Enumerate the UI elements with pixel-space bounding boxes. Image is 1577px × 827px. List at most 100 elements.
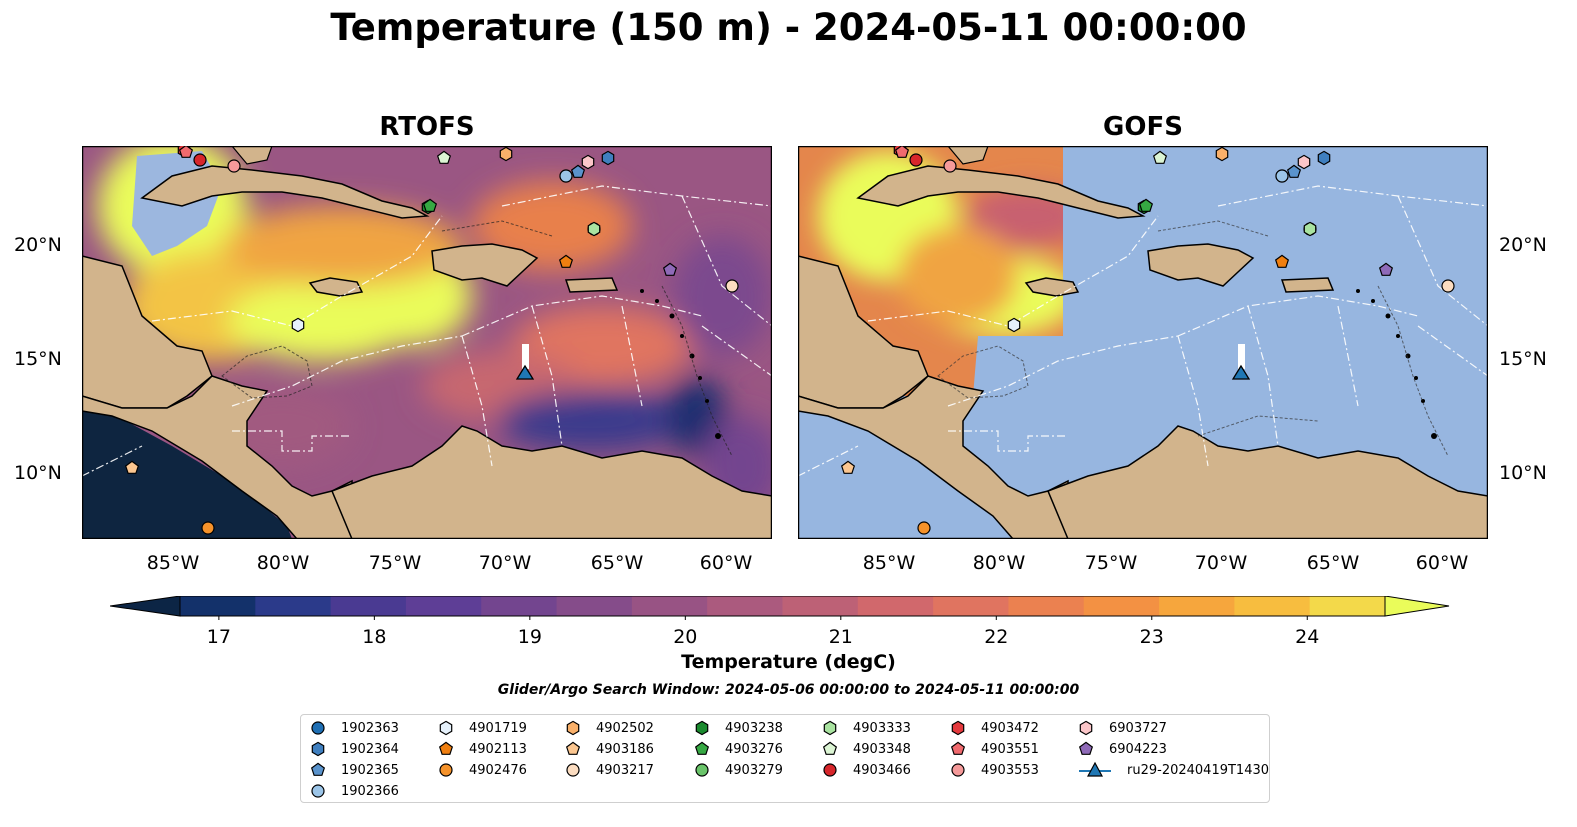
float-marker-4903186 <box>124 460 140 474</box>
legend-item-label: 4903217 <box>596 762 654 778</box>
float-marker-4903276 <box>1138 198 1154 212</box>
pentagon-marker-icon <box>438 741 454 755</box>
float-marker-4903333 <box>1303 221 1317 237</box>
lat-label-15n-left: 15°N <box>14 348 62 370</box>
hexagon-marker-icon <box>566 720 580 736</box>
circle-marker-icon <box>823 763 837 777</box>
legend-item: 4902113 <box>437 739 527 759</box>
legend-item-label: 4901719 <box>469 720 527 736</box>
legend-item-label: 1902364 <box>341 741 399 757</box>
float-marker-4903553 <box>227 159 241 173</box>
float-marker-4903466 <box>909 153 923 167</box>
hexagon-marker-icon <box>439 720 453 736</box>
float-marker-4902502 <box>499 146 513 162</box>
glider-marker <box>515 364 535 380</box>
float-marker-4903186 <box>840 460 856 474</box>
hexagon-marker-icon <box>1079 720 1093 736</box>
legend-item: 4903279 <box>693 760 783 780</box>
hexagon-marker-icon <box>311 741 325 757</box>
colorbar-tick-label: 19 <box>517 626 542 648</box>
legend-item: 1902363 <box>309 718 399 738</box>
float-marker-1902365 <box>570 164 586 178</box>
legend-item: 1902365 <box>309 760 399 780</box>
float-marker-4901719 <box>291 317 305 333</box>
legend-item: 4903472 <box>949 718 1039 738</box>
float-marker-1902364 <box>1317 150 1331 166</box>
legend-item-label: 4903466 <box>853 762 911 778</box>
legend-item-label: 4903333 <box>853 720 911 736</box>
legend-item-label: 4903279 <box>725 762 783 778</box>
colorbar-tick-label: 22 <box>984 626 1009 648</box>
circle-marker-icon <box>311 784 325 798</box>
legend-item-label: 1902366 <box>341 783 399 799</box>
float-marker-4903551 <box>178 146 194 158</box>
colorbar-segment <box>857 596 934 616</box>
legend-item-label: 6904223 <box>1109 741 1167 757</box>
rtofs-map <box>82 146 772 539</box>
lon-label-60w-rtofs: 60°W <box>699 552 753 574</box>
circle-marker-icon <box>566 763 580 777</box>
colorbar-segment <box>405 596 482 616</box>
pentagon-marker-icon <box>310 762 326 776</box>
legend-item: 4903238 <box>693 718 783 738</box>
colorbar-tick-label: 23 <box>1139 626 1164 648</box>
float-marker-4902113 <box>558 254 574 268</box>
float-marker-4903333 <box>587 221 601 237</box>
colorbar-tick-label: 20 <box>673 626 698 648</box>
legend-item-label: 6903727 <box>1109 720 1167 736</box>
float-marker-4903276 <box>422 198 438 212</box>
legend-item: 4903551 <box>949 739 1039 759</box>
lon-label-75w-gofs: 75°W <box>1084 552 1138 574</box>
pentagon-marker-icon <box>565 741 581 755</box>
colorbar-segment <box>1083 596 1160 616</box>
legend: 1902363 1902364 1902365 1902366 4901719 49021… <box>300 714 1270 803</box>
legend-item: 4903333 <box>821 718 911 738</box>
legend-item: ru29-20240419T1430 <box>1077 760 1269 780</box>
legend-item: 4902476 <box>437 760 527 780</box>
hexagon-marker-icon <box>823 720 837 736</box>
colorbar-tick-label: 18 <box>362 626 387 648</box>
colorbar-segment <box>481 596 558 616</box>
float-marker-4903348 <box>1152 150 1168 164</box>
legend-item-label: 4903238 <box>725 720 783 736</box>
legend-item: 1902364 <box>309 739 399 759</box>
float-marker-4901719 <box>1007 317 1021 333</box>
legend-item-label: 4903553 <box>981 762 1039 778</box>
colorbar-tick-label: 21 <box>828 626 853 648</box>
legend-item: 4903466 <box>821 760 911 780</box>
float-marker-4902502 <box>1215 146 1229 162</box>
hexagon-marker-icon <box>695 720 709 736</box>
legend-item: 4903186 <box>564 739 654 759</box>
panel-title-rtofs: RTOFS <box>379 112 475 142</box>
hexagon-marker-icon <box>951 720 965 736</box>
legend-item-label: 1902363 <box>341 720 399 736</box>
glider-marker <box>1231 364 1251 380</box>
legend-item-label: 4903551 <box>981 741 1039 757</box>
colorbar-tick-label: 24 <box>1295 626 1320 648</box>
pentagon-marker-icon <box>822 741 838 755</box>
float-marker-1902366 <box>1275 169 1289 183</box>
float-marker-4903466 <box>193 153 207 167</box>
search-window-subtitle: Glider/Argo Search Window: 2024-05-06 00… <box>497 682 1080 698</box>
colorbar-segment <box>631 596 708 616</box>
lon-label-85w-gofs: 85°W <box>862 552 916 574</box>
pentagon-marker-icon <box>694 741 710 755</box>
float-marker-4903217 <box>725 279 739 293</box>
panel-title-gofs: GOFS <box>1103 112 1183 142</box>
lon-label-65w-gofs: 65°W <box>1306 552 1360 574</box>
lon-label-70w-gofs: 70°W <box>1194 552 1248 574</box>
float-marker-1902364 <box>601 150 615 166</box>
legend-item-label: 4903472 <box>981 720 1039 736</box>
lon-label-75w-rtofs: 75°W <box>368 552 422 574</box>
float-marker-4902113 <box>1274 254 1290 268</box>
legend-item: 4903348 <box>821 739 911 759</box>
lon-label-80w-gofs: 80°W <box>972 552 1026 574</box>
legend-item-label: 4902502 <box>596 720 654 736</box>
colorbar-segment <box>1008 596 1085 616</box>
colorbar-segment <box>180 596 256 616</box>
colorbar-label: Temperature (degC) <box>681 651 896 673</box>
temperature-colorbar <box>110 596 1450 620</box>
circle-marker-icon <box>951 763 965 777</box>
float-marker-6903727 <box>581 154 595 170</box>
lat-label-20n-left: 20°N <box>14 234 62 256</box>
